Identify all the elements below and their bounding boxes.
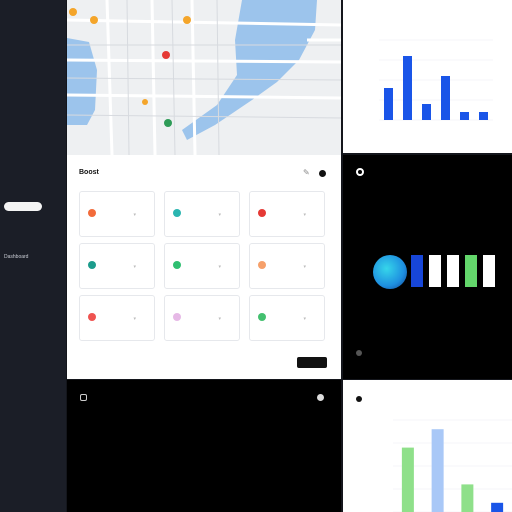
map-roads [67,0,341,155]
chart-bar[interactable] [441,76,450,120]
card-status-icon [173,209,181,217]
stat-card[interactable]: ▾ [164,295,240,341]
stat-card[interactable]: ▾ [249,295,325,341]
chart-bar[interactable] [401,447,414,512]
card-status-icon [173,261,181,269]
list-icon [80,394,87,401]
card-grid-title: Boost [79,169,99,176]
map-pin-red[interactable] [162,51,170,59]
menu-icon[interactable] [317,394,324,401]
card-action-icon[interactable]: ▾ [133,264,136,270]
card-status-icon [258,209,266,217]
card-status-icon [88,209,96,217]
progress-bar [411,255,423,287]
card-grid-panel: Boost ✎ ▾ ▾ ▾ ▾ ▾ ▾ ▾ ▾ ▾ [67,155,341,379]
map-pin-orange-1[interactable] [69,8,77,16]
stat-card[interactable]: ▾ [79,243,155,289]
sidebar-pill[interactable] [4,202,42,211]
stat-card[interactable]: ▾ [79,191,155,237]
bar-chart-bottom [343,380,512,512]
chart-bar[interactable] [460,112,469,120]
chart-bar[interactable] [384,88,393,120]
progress-bar [465,255,477,287]
map-pin-orange-4[interactable] [142,99,148,105]
map-pin-orange-2[interactable] [90,16,98,24]
card-status-icon [88,313,96,321]
map-minor-roads [67,0,341,155]
card-action-icon[interactable]: ▾ [133,316,136,322]
sidebar: Dashboard [0,0,66,512]
dot-icon [356,350,362,356]
chart-dot-icon [356,396,362,402]
bar-chart-top-svg [379,39,493,121]
bar-chart-top [343,0,512,153]
map-river [182,0,317,140]
map-pin-orange-3[interactable] [183,16,191,24]
primary-button[interactable] [297,357,327,368]
card-action-icon[interactable]: ▾ [218,264,221,270]
card-action-icon[interactable]: ▾ [303,316,306,322]
card-action-icon[interactable]: ▾ [133,212,136,218]
card-action-icon[interactable]: ▾ [218,212,221,218]
progress-bar [483,255,495,287]
chart-bar[interactable] [403,56,412,120]
card-status-icon [173,313,181,321]
card-action-icon[interactable]: ▾ [303,264,306,270]
card-status-icon [258,261,266,269]
chart-bar[interactable] [491,502,504,512]
stat-card[interactable]: ▾ [164,243,240,289]
progress-bar [447,255,459,287]
dark-progress-panel [343,155,512,379]
stat-card[interactable]: ▾ [164,191,240,237]
user-avatar-icon[interactable] [319,170,326,177]
stat-card[interactable]: ▾ [249,191,325,237]
card-action-icon[interactable]: ▾ [218,316,221,322]
stat-card[interactable]: ▾ [79,295,155,341]
stat-card[interactable]: ▾ [249,243,325,289]
card-action-icon[interactable]: ▾ [303,212,306,218]
map-view[interactable] [67,0,341,155]
dark-list-panel [67,380,341,512]
chart-bar[interactable] [479,112,488,120]
map-svg [67,0,341,155]
record-icon [356,168,364,176]
progress-bar [429,255,441,287]
sparkle-icon[interactable]: ✎ [303,168,310,177]
sidebar-item-label[interactable]: Dashboard [4,254,29,260]
map-pin-green[interactable] [164,119,172,127]
chart-bar[interactable] [461,484,474,512]
card-status-icon [258,313,266,321]
chart-bar[interactable] [431,429,444,512]
chart-bar[interactable] [422,104,431,120]
progress-circle [373,255,407,289]
card-status-icon [88,261,96,269]
bar-chart-bottom-svg [393,419,512,512]
